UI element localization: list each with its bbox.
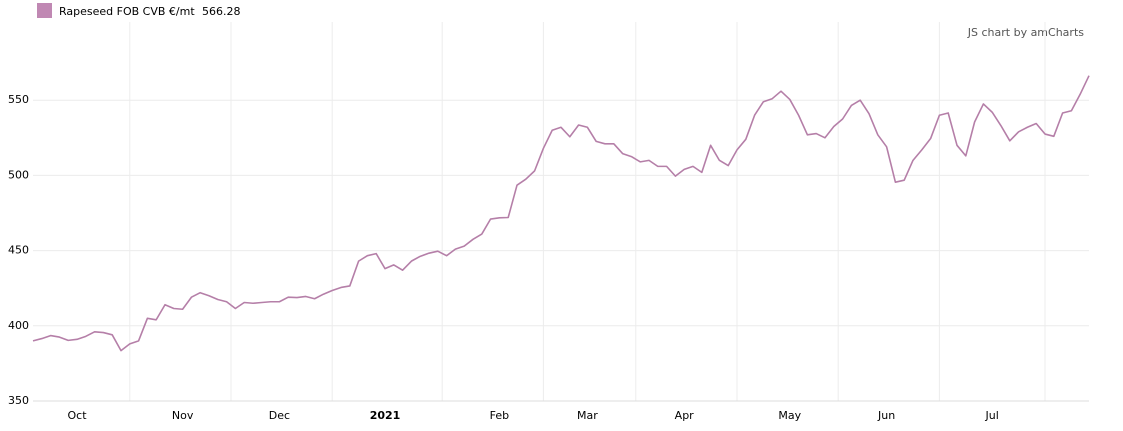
credit[interactable]: JS chart by amCharts bbox=[967, 26, 1084, 39]
y-tick-label: 350 bbox=[8, 394, 29, 407]
legend-swatch[interactable] bbox=[37, 3, 52, 18]
x-tick-label: Oct bbox=[67, 409, 87, 422]
y-tick-label: 500 bbox=[8, 168, 29, 181]
x-tick-label: Nov bbox=[172, 409, 194, 422]
x-tick-label: Feb bbox=[490, 409, 509, 422]
y-tick-label: 450 bbox=[8, 244, 29, 257]
x-tick-label: Dec bbox=[269, 409, 290, 422]
x-tick-label: May bbox=[778, 409, 801, 422]
x-tick-label: Apr bbox=[675, 409, 695, 422]
x-tick-label: Mar bbox=[577, 409, 598, 422]
x-tick-label: 2021 bbox=[370, 409, 401, 422]
legend-value: 566.28 bbox=[202, 5, 241, 18]
x-tick-label: Jun bbox=[877, 409, 895, 422]
y-tick-label: 400 bbox=[8, 319, 29, 332]
line-series bbox=[32, 75, 1090, 352]
y-tick-label: 550 bbox=[8, 93, 29, 106]
x-tick-label: Jul bbox=[985, 409, 999, 422]
legend-label[interactable]: Rapeseed FOB CVB €/mt bbox=[59, 5, 195, 18]
